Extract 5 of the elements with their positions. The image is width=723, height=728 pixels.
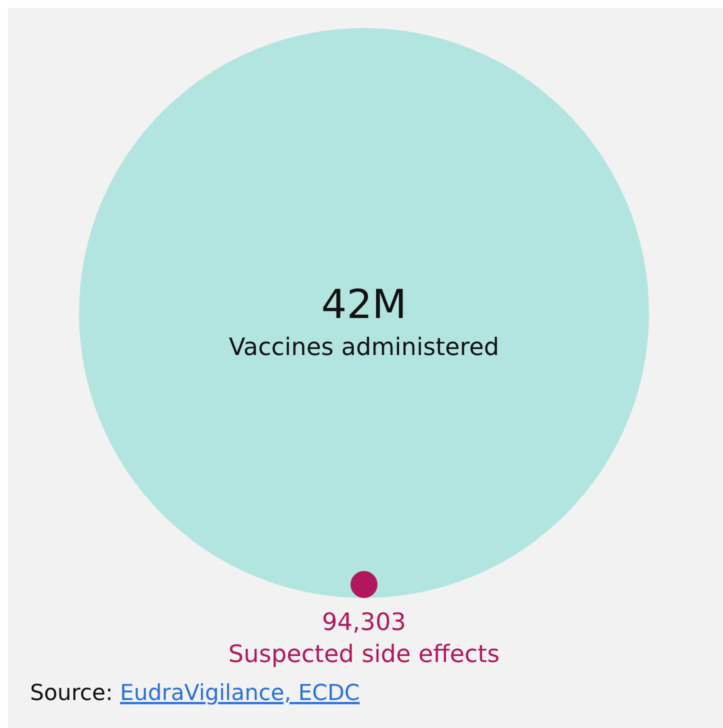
data-label: 94,303 [322,608,406,636]
data-label: 42M [321,282,407,328]
category-label: Suspected side effects [228,640,500,668]
source-note: Source: EudraVigilance, ECDC [30,681,360,706]
category-label: Vaccines administered [228,333,500,361]
